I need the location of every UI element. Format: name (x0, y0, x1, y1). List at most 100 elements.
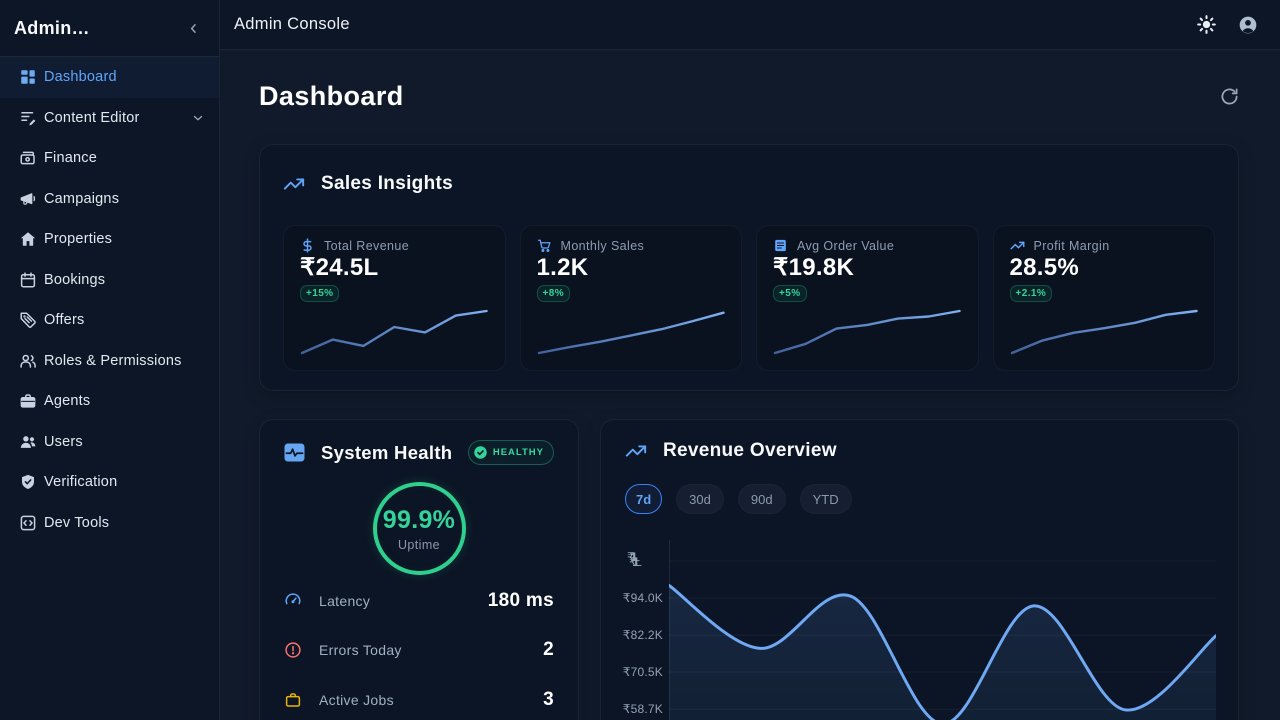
sidebar-item-finance[interactable]: Finance (0, 138, 219, 179)
y-axis-tick: ₹58.7K (622, 702, 663, 717)
bookings-icon (19, 271, 37, 289)
sidebar-item-label: Properties (44, 231, 113, 248)
sidebar-item-properties[interactable]: Properties (0, 219, 219, 260)
stat-label: Profit Margin (1033, 238, 1110, 253)
chart-plot-area (669, 540, 1216, 720)
revenue-overview-header: Revenue Overview (625, 440, 1216, 462)
sidebar-item-label: Verification (44, 474, 118, 491)
revenue-line-chart (669, 540, 1216, 720)
chart-y-axis: ₹1.1L ₹1.1L ₹94.0K ₹82.2K ₹70.5K ₹58.7K (622, 540, 669, 720)
stat-label: Avg Order Value (797, 238, 895, 253)
activity-monitor-icon (284, 443, 305, 462)
sidebar-item-label: Dashboard (44, 69, 117, 86)
sun-icon (1197, 15, 1216, 34)
sidebar-item-campaigns[interactable]: Campaigns (0, 179, 219, 220)
metric-value: 3 (543, 688, 554, 710)
metric-value: 2 (543, 639, 554, 661)
system-health-card: System Health HEALTHY 99.9% Uptime (259, 419, 579, 720)
stats-row: Total Revenue ₹24.5L +15% Monthly Sales 1.2K… (283, 225, 1215, 371)
uptime-value: 99.9% (382, 505, 456, 534)
range-pill-90d[interactable]: 90d (737, 484, 786, 514)
sidebar-nav: Dashboard Content Editor Finance Campaigns P… (0, 57, 219, 543)
range-selector: 7d 30d 90d YTD (625, 484, 1216, 514)
revenue-overview-title: Revenue Overview (663, 440, 837, 461)
trending-up-icon (625, 440, 647, 462)
dollar-icon (300, 238, 315, 253)
stat-value: 1.2K (536, 254, 589, 281)
sidebar-item-content-editor[interactable]: Content Editor (0, 98, 219, 139)
range-pill-7d[interactable]: 7d (625, 484, 663, 514)
sidebar-item-dashboard[interactable]: Dashboard (0, 57, 219, 98)
sidebar-item-bookings[interactable]: Bookings (0, 260, 219, 301)
finance-icon (19, 149, 37, 167)
dev-tools-icon (19, 514, 37, 532)
sparkline-chart (773, 309, 961, 355)
theme-toggle-button[interactable] (1197, 15, 1216, 34)
agents-icon (19, 392, 37, 410)
metric-row-latency: Latency 180 ms (284, 576, 554, 626)
sidebar-item-users[interactable]: Users (0, 422, 219, 463)
y-axis-tick: ₹1.1L ₹1.1L (627, 550, 642, 569)
campaigns-icon (19, 190, 37, 208)
sparkline-chart (537, 311, 725, 355)
stat-tile-profit-margin: Profit Margin 28.5% +2.1% (992, 225, 1215, 371)
sales-insights-card: Sales Insights Total Revenue ₹24.5L +15% Mo… (259, 144, 1239, 391)
sparkline-chart (300, 309, 488, 355)
sidebar-item-label: Bookings (44, 271, 106, 288)
metric-row-active-jobs: Active Jobs 3 (284, 675, 554, 720)
jobs-icon (284, 691, 302, 709)
stat-tile-total-revenue: Total Revenue ₹24.5L +15% (283, 225, 506, 371)
sidebar-collapse-button[interactable] (181, 16, 205, 40)
stat-value: ₹24.5L (300, 254, 379, 281)
system-health-header: System Health HEALTHY (284, 440, 554, 465)
stat-change-badge: +2.1% (1009, 285, 1053, 302)
users-icon (19, 433, 37, 451)
receipt-icon (773, 238, 788, 253)
user-menu-button[interactable] (1238, 15, 1258, 35)
sidebar-item-label: Users (44, 433, 83, 450)
chevron-left-icon (186, 21, 201, 36)
sidebar-item-offers[interactable]: Offers (0, 300, 219, 341)
refresh-button[interactable] (1220, 87, 1239, 106)
stat-label: Monthly Sales (560, 238, 645, 253)
sidebar-item-dev-tools[interactable]: Dev Tools (0, 503, 219, 544)
revenue-overview-card: Revenue Overview 7d 30d 90d YTD ₹1.1L ₹1.1L ₹… (600, 419, 1239, 720)
health-metrics: Latency 180 ms Errors Today 2 Active Jobs 3 (284, 576, 554, 720)
avatar-icon (1238, 15, 1258, 35)
range-pill-30d[interactable]: 30d (676, 484, 724, 514)
stat-header: Profit Margin (1010, 238, 1199, 253)
topbar-title: Admin Console (234, 15, 350, 33)
cart-icon (537, 238, 552, 253)
topbar-actions (1197, 15, 1258, 35)
health-status-badge: HEALTHY (467, 440, 554, 465)
stat-header: Monthly Sales (537, 238, 726, 253)
sidebar-item-label: Agents (44, 393, 91, 410)
sidebar-item-verification[interactable]: Verification (0, 462, 219, 503)
y-axis-tick: ₹82.2K (622, 628, 663, 643)
metric-label: Active Jobs (319, 691, 394, 708)
topbar: Admin Console (220, 0, 1280, 50)
stat-label: Total Revenue (324, 238, 410, 253)
dashboard-icon (19, 68, 37, 86)
main-column: Admin Console (220, 0, 1280, 720)
sidebar-item-agents[interactable]: Agents (0, 381, 219, 422)
y-axis-tick-overlap: ₹1.1L (629, 555, 642, 569)
sidebar-item-roles-permissions[interactable]: Roles & Permissions (0, 341, 219, 382)
sidebar-item-label: Dev Tools (44, 514, 110, 531)
y-axis-tick: ₹70.5K (622, 665, 663, 679)
page-content: Dashboard Sales Insights (220, 50, 1280, 720)
verification-icon (19, 473, 37, 491)
stat-value: ₹19.8K (773, 254, 855, 281)
stat-change-badge: +15% (300, 285, 340, 302)
metric-label: Errors Today (319, 642, 402, 659)
sidebar-item-label: Content Editor (44, 109, 140, 126)
range-pill-ytd[interactable]: YTD (799, 484, 852, 514)
stat-value: 28.5% (1009, 254, 1080, 281)
sidebar-item-label: Finance (44, 150, 97, 167)
offers-icon (19, 311, 37, 329)
metric-value: 180 ms (487, 589, 554, 611)
properties-icon (19, 230, 37, 248)
metric-row-errors-today: Errors Today 2 (284, 626, 554, 676)
page-head: Dashboard (259, 76, 1239, 116)
sales-insights-title: Sales Insights (321, 173, 453, 194)
